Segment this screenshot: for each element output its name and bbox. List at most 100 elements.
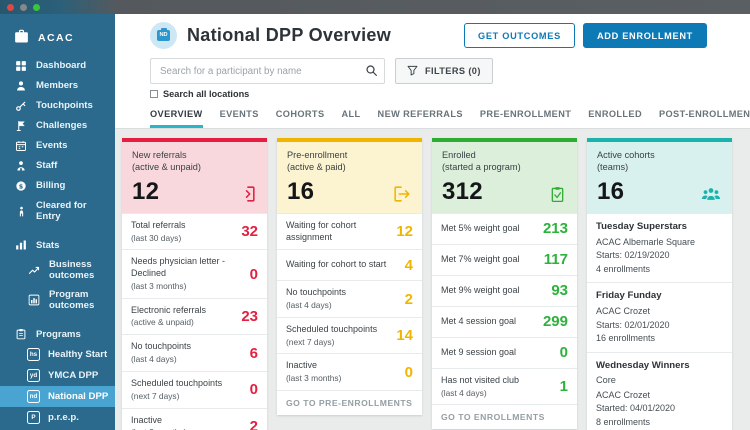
stat-value: 2 [249,417,258,430]
go-to-enrollments-link[interactable]: GO TO ENROLLMENTS [432,404,577,429]
program-badge-icon: nd [27,390,40,404]
tab-events[interactable]: EVENTS [219,109,259,119]
search-input[interactable] [150,58,385,84]
stat-label: Met 7% weight goal [441,254,520,264]
stat-value: 117 [543,251,568,269]
stat-label: Needs physician letter - Declined [131,256,226,279]
sidebar-item-label: Billing [36,180,66,192]
sidebar-item-label: Healthy Start [48,349,108,361]
tab-new-referrals[interactable]: NEW REFERRALS [377,109,463,119]
tab-all[interactable]: ALL [341,109,361,119]
sidebar-item-staff[interactable]: Staff [0,156,115,176]
cohort-enrollments: 4 enrollments [596,263,651,274]
stat-row: Met 9 session goal 0 [432,336,577,368]
stat-label: Met 4 session goal [441,316,517,326]
main-panel: ND National DPP Overview GET OUTCOMES AD… [115,14,750,430]
overview-cards: New referrals (active & unpaid) 12 Total … [115,128,750,430]
participant-search [150,58,385,84]
stat-label: Met 5% weight goal [441,223,520,233]
sidebar-item-label: Touchpoints [36,100,93,112]
card-subtitle: (active & unpaid) [132,162,201,173]
stat-label: Total referrals [131,219,186,230]
filters-button[interactable]: FILTERS (0) [395,58,493,84]
stat-label: Scheduled touchpoints [286,323,378,334]
sidebar-item-healthy-start[interactable]: hs Healthy Start [0,344,115,365]
stat-value: 299 [542,313,568,331]
stat-value: 4 [404,256,413,274]
program-badge-icon: yd [27,369,40,383]
stat-value: 0 [249,265,258,283]
stat-row: Met 9% weight goal 93 [432,274,577,306]
dollar-icon: $ [14,180,28,192]
stat-label: Met 9% weight goal [441,285,520,295]
stat-value: 32 [241,223,258,241]
cohort-subname: Core [596,374,616,385]
filters-button-label: FILTERS (0) [425,66,481,76]
clipboard-check-icon [548,185,567,204]
tab-pre-enrollment[interactable]: PRE-ENROLLMENT [479,109,572,119]
sidebar-item-challenges[interactable]: Challenges [0,116,115,136]
go-to-pre-enrollments-link[interactable]: GO TO PRE-ENROLLMENTS [277,390,422,415]
card-header: Enrolled (started a program) 312 [432,142,577,213]
search-icon[interactable] [365,64,378,77]
tab-overview[interactable]: OVERVIEW [150,109,203,128]
acac-logo-icon [13,28,30,48]
cohort-name: Wednesday Winners [596,359,690,371]
cohort-location: ACAC Albemarle Square [596,236,696,247]
sidebar-item-label: Dashboard [36,60,87,72]
sidebar-item-prep[interactable]: P p.r.e.p. [0,407,115,428]
stat-row: Waiting for cohort assignment 12 [277,212,422,249]
svg-text:$: $ [19,182,23,190]
tab-cohorts[interactable]: COHORTS [275,109,325,119]
cohort-item: Friday Funday ACAC Crozet Starts: 02/01/… [587,282,732,352]
card-count: 16 [287,177,315,205]
stat-value: 2 [404,290,413,308]
sidebar-item-cleared-for-entry[interactable]: Cleared for Entry [0,196,115,226]
tab-enrolled[interactable]: ENROLLED [588,109,642,119]
close-window-icon[interactable] [7,3,14,11]
zoom-window-icon[interactable] [33,3,40,11]
trend-line-icon [27,264,41,276]
card-title: Enrolled [442,150,476,160]
sidebar-item-program-outcomes[interactable]: Program outcomes [0,285,115,315]
sidebar-item-billing[interactable]: $ Billing [0,176,115,196]
sidebar-item-national-dpp[interactable]: nd National DPP [0,386,115,408]
stat-row: Scheduled touchpoints (next 7 days) 0 [122,370,267,408]
cohort-item: Tuesday Superstars ACAC Albemarle Square… [587,212,732,283]
people-group-icon [700,184,722,204]
stat-value: 23 [241,308,258,326]
sidebar-section-programs[interactable]: Programs [0,324,115,344]
sidebar-item-members[interactable]: Members [0,76,115,96]
stat-row: Met 4 session goal 299 [432,305,577,337]
key-icon [14,100,28,112]
stat-sublabel: (next 7 days) [131,390,180,401]
staff-person-icon [14,160,28,172]
stat-row: Total referrals (last 30 days) 32 [122,212,267,250]
stat-row: No touchpoints (last 4 days) 6 [122,334,267,371]
national-dpp-program-icon: ND [150,22,177,49]
search-all-locations-label: Search all locations [163,89,250,99]
sidebar-item-events[interactable]: Events [0,136,115,156]
add-enrollment-button[interactable]: ADD ENROLLMENT [582,23,707,48]
card-header: Pre-enrollment (active & paid) 16 [277,142,422,213]
stat-value: 12 [396,223,413,241]
get-outcomes-button[interactable]: GET OUTCOMES [464,23,575,48]
calendar-icon [14,140,28,152]
stat-label: Waiting for cohort assignment [286,219,357,242]
sidebar-item-ymca-dpp[interactable]: yd YMCA DPP [0,365,115,386]
search-all-locations-checkbox[interactable] [150,90,158,98]
tab-post-enrollment[interactable]: POST-ENROLLMENT [658,109,750,119]
sidebar-item-touchpoints[interactable]: Touchpoints [0,96,115,116]
stat-row: Electronic referrals (active & unpaid) 23 [122,297,267,335]
box-arrow-in-icon [237,184,257,204]
minimize-window-icon[interactable] [20,3,27,11]
sidebar-item-dashboard[interactable]: Dashboard [0,56,115,76]
sidebar-section-stats[interactable]: Stats [0,235,115,255]
search-all-locations: Search all locations [150,89,707,99]
tab-bar: OVERVIEW EVENTS COHORTS ALL NEW REFERRAL… [150,109,750,128]
enrolled-card: Enrolled (started a program) 312 Met 5% w… [432,138,577,430]
sidebar-item-business-outcomes[interactable]: Business outcomes [0,255,115,285]
card-count: 312 [442,177,483,205]
card-header: New referrals (active & unpaid) 12 [122,142,267,213]
